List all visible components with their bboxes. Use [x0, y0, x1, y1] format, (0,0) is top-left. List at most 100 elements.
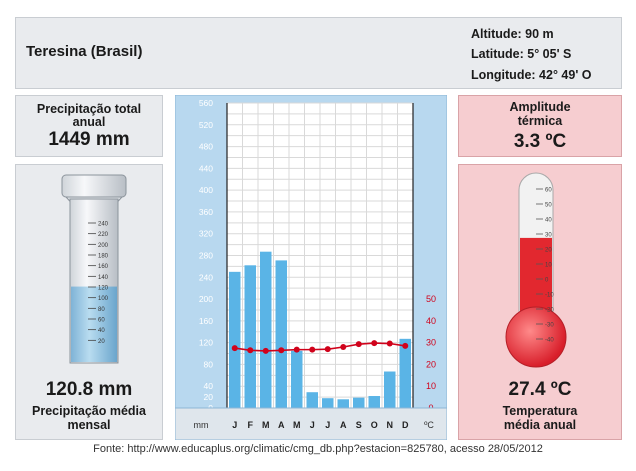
temperature-point-9 [355, 341, 362, 348]
temp-range-value: 3.3 ºC [513, 131, 567, 152]
temp-range-panel: Amplitude térmica 3.3 ºC [458, 95, 622, 157]
temperature-point-10 [371, 340, 378, 347]
thermometer-tick-label: 0 [545, 278, 549, 284]
thermometer-tick-label: -30 [545, 323, 554, 329]
gauge-tick-label: 140 [98, 275, 109, 281]
temperature-point-1 [231, 345, 238, 352]
thermometer-scale: 60 50 40 30 20 10 0 -10 -20 -30 -40 [536, 188, 554, 344]
precip-bar-3 [260, 251, 272, 408]
precip-total-value: 1449 mm [48, 129, 130, 150]
precip-gauge-panel: 240 220 200 180 160 140 120 100 80 60 40 20 120.8 m… [15, 164, 163, 440]
precip-bar-2 [244, 265, 256, 408]
thermometer-icon: 60 50 40 30 20 10 0 -10 -20 -30 -40 [505, 172, 567, 368]
right-tick-label: 10 [426, 381, 436, 391]
temperature-point-3 [262, 347, 269, 354]
thermometer-tick-label: 50 [545, 203, 552, 209]
right-tick-label: 20 [426, 359, 436, 369]
left-tick-label: 20 [204, 392, 214, 402]
temp-mean-label-1: Temperatura [502, 404, 578, 418]
left-tick-label: 240 [199, 272, 213, 282]
left-axis-unit: mm [194, 420, 209, 430]
left-tick-label: 40 [204, 381, 214, 391]
gauge-tick-label: 40 [98, 328, 105, 334]
altitude-text: Altitude: 90 m [471, 27, 554, 41]
precip-bar-5 [291, 350, 303, 408]
station-header: Teresina (Brasil) Altitude: 90 m Latitud… [15, 17, 622, 89]
rain-gauge-cylinder-icon: 240 220 200 180 160 140 120 100 80 60 40 20 [61, 174, 127, 364]
month-label: J [232, 420, 237, 430]
gauge-tick-label: 100 [98, 296, 109, 302]
temp-mean-value: 27.4 ºC [508, 379, 572, 400]
month-label: S [356, 420, 362, 430]
gauge-tick-label: 20 [98, 339, 105, 345]
month-label: F [248, 420, 254, 430]
left-tick-label: 400 [199, 185, 213, 195]
water-level [71, 286, 117, 362]
temp-gauge-panel: 60 50 40 30 20 10 0 -10 -20 -30 -40 27.4 ºC Temper… [458, 164, 622, 440]
left-tick-label: 80 [204, 359, 214, 369]
precip-mean-label-1: Precipitação média [32, 404, 146, 418]
thermometer-tick-label: 40 [545, 218, 552, 224]
thermometer-tick-label: 60 [545, 188, 552, 194]
thermometer-tick-label: -20 [545, 308, 554, 314]
source-caption: Fonte: http://www.educaplus.org/climatic… [93, 443, 543, 455]
gauge-tick-label: 180 [98, 254, 109, 260]
gauge-tick-label: 240 [98, 222, 109, 228]
climograph-svg: 0204080120160200240280320360400440480520… [175, 95, 447, 440]
left-tick-label: 560 [199, 98, 213, 108]
month-label: O [371, 420, 378, 430]
precip-bar-8 [337, 399, 349, 408]
precip-bar-1 [229, 271, 241, 408]
month-label: J [325, 420, 330, 430]
precip-total-label-2: anual [72, 115, 106, 129]
temperature-point-8 [340, 344, 347, 350]
precip-bar-10 [368, 396, 380, 408]
thermometer-tick-label: 30 [545, 233, 552, 239]
right-tick-label: 40 [426, 316, 436, 326]
left-tick-label: 200 [199, 294, 213, 304]
thermometer-tick-label: 10 [545, 263, 552, 269]
temperature-point-12 [402, 342, 409, 349]
precip-bar-7 [322, 398, 334, 408]
gauge-scale: 240 220 200 180 160 140 120 100 80 60 40 20 [88, 222, 109, 345]
right-tick-label: 30 [426, 338, 436, 348]
right-axis-unit: ºC [424, 420, 434, 430]
precip-total-label-1: Precipitação total [36, 102, 142, 116]
temp-range-label-2: térmica [517, 114, 563, 128]
month-label: A [278, 420, 285, 430]
precip-bar-6 [306, 392, 318, 408]
gauge-tick-label: 220 [98, 232, 109, 238]
left-tick-label: 160 [199, 316, 213, 326]
left-tick-label: 520 [199, 120, 213, 130]
temperature-point-6 [309, 346, 316, 353]
station-name: Teresina (Brasil) [26, 43, 143, 60]
precip-bar-4 [275, 260, 287, 408]
gauge-tick-label: 120 [98, 286, 109, 292]
temperature-point-11 [386, 340, 393, 347]
thermometer-tick-label: 20 [545, 248, 552, 254]
left-tick-label: 280 [199, 251, 213, 261]
temp-range-label-1: Amplitude [509, 100, 571, 114]
precip-bar-9 [353, 397, 365, 408]
gauge-tick-label: 200 [98, 243, 109, 249]
month-label: N [387, 420, 394, 430]
right-tick-label: 50 [426, 294, 436, 304]
month-label: D [402, 420, 409, 430]
month-label: J [310, 420, 315, 430]
temp-mean-label-2: média anual [503, 418, 577, 432]
precip-bar-12 [399, 338, 411, 408]
month-label: M [262, 420, 270, 430]
temperature-point-7 [324, 346, 331, 353]
left-tick-label: 440 [199, 163, 213, 173]
latitude-text: Latitude: 5° 05' S [471, 47, 572, 61]
month-label: M [293, 420, 301, 430]
thermometer-tick-label: -10 [545, 293, 554, 299]
gauge-tick-label: 80 [98, 307, 105, 313]
precip-bar-11 [384, 371, 396, 408]
climograph: 0204080120160200240280320360400440480520… [175, 95, 447, 440]
left-tick-label: 320 [199, 229, 213, 239]
temperature-point-4 [278, 347, 285, 354]
left-tick-label: 360 [199, 207, 213, 217]
precip-mean-label-2: mensal [67, 418, 111, 432]
precip-total-panel: Precipitação total anual 1449 mm [15, 95, 163, 157]
